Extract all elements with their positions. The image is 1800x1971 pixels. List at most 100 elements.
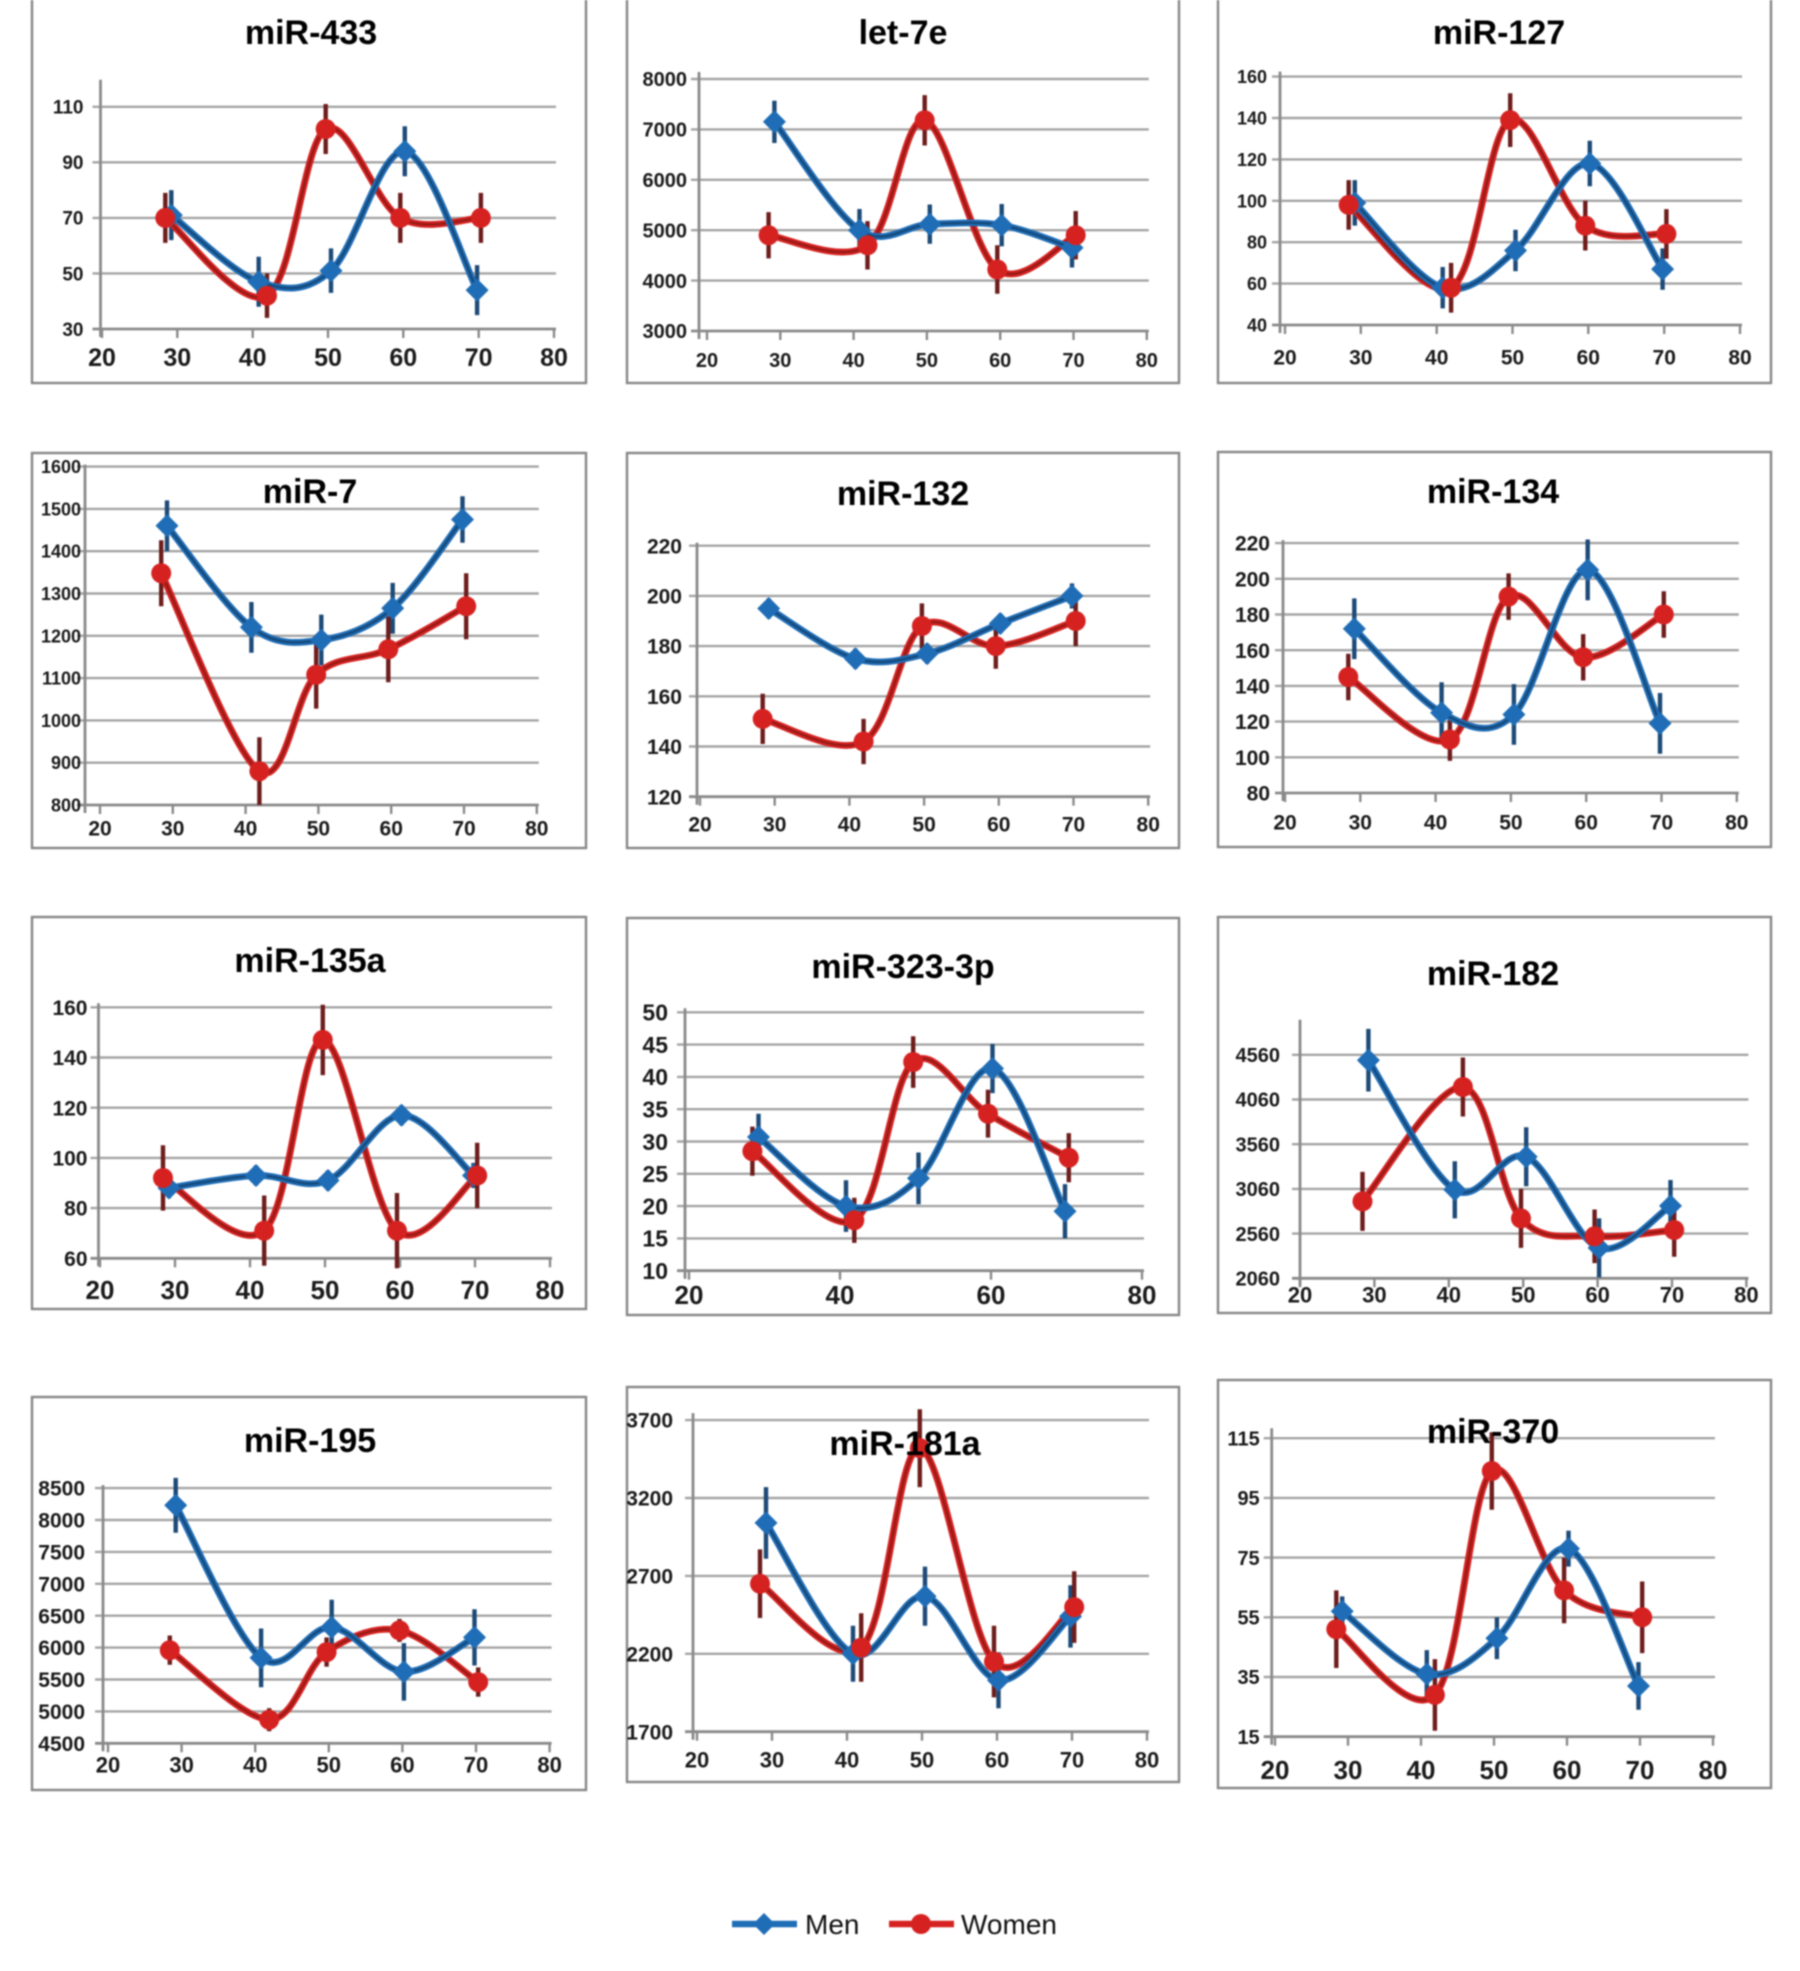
svg-text:5000: 5000	[643, 220, 688, 242]
svg-text:35: 35	[642, 1097, 668, 1123]
svg-text:70: 70	[452, 817, 475, 840]
svg-text:20: 20	[1261, 1755, 1290, 1785]
svg-text:800: 800	[51, 796, 81, 816]
svg-text:120: 120	[52, 1097, 87, 1120]
svg-text:70: 70	[1060, 1748, 1084, 1773]
svg-text:let-7e: let-7e	[859, 14, 948, 52]
svg-text:miR-127: miR-127	[1433, 14, 1565, 52]
svg-text:30: 30	[169, 1753, 193, 1778]
svg-text:1000: 1000	[41, 711, 81, 731]
svg-text:70: 70	[62, 209, 83, 230]
svg-text:30: 30	[1362, 1283, 1386, 1308]
svg-text:3000: 3000	[643, 321, 688, 343]
svg-text:25: 25	[642, 1161, 668, 1187]
svg-text:3060: 3060	[1236, 1179, 1281, 1201]
svg-text:70: 70	[465, 344, 493, 372]
svg-text:55: 55	[1237, 1608, 1259, 1630]
svg-text:50: 50	[311, 1275, 340, 1305]
svg-text:50: 50	[307, 817, 330, 840]
svg-text:30: 30	[763, 813, 786, 836]
svg-text:40: 40	[838, 813, 861, 836]
svg-text:40: 40	[1247, 316, 1267, 336]
svg-text:20: 20	[685, 1748, 709, 1773]
svg-text:30: 30	[161, 1275, 190, 1305]
svg-text:3200: 3200	[626, 1488, 673, 1511]
svg-text:40: 40	[1424, 811, 1447, 834]
svg-text:180: 180	[647, 636, 682, 659]
svg-text:70: 70	[1660, 1283, 1684, 1308]
svg-text:140: 140	[1235, 676, 1270, 699]
svg-text:70: 70	[1650, 811, 1673, 834]
svg-text:80: 80	[1135, 1748, 1159, 1773]
svg-text:2200: 2200	[626, 1643, 673, 1666]
svg-text:40: 40	[1407, 1755, 1436, 1785]
svg-text:40: 40	[239, 344, 267, 372]
svg-text:50: 50	[642, 1000, 668, 1026]
svg-text:miR-182: miR-182	[1427, 955, 1559, 993]
svg-text:80: 80	[1728, 346, 1751, 369]
svg-text:180: 180	[1235, 604, 1270, 627]
svg-text:70: 70	[464, 1753, 488, 1778]
svg-text:15: 15	[1237, 1727, 1259, 1749]
svg-text:60: 60	[380, 817, 403, 840]
svg-text:miR-132: miR-132	[837, 475, 969, 513]
svg-text:2560: 2560	[1236, 1224, 1281, 1246]
svg-text:50: 50	[1480, 1755, 1509, 1785]
svg-text:7000: 7000	[38, 1573, 85, 1596]
svg-text:100: 100	[52, 1148, 87, 1171]
svg-text:30: 30	[161, 817, 184, 840]
svg-text:6500: 6500	[38, 1605, 85, 1628]
svg-text:40: 40	[642, 1064, 668, 1090]
svg-text:20: 20	[96, 1753, 120, 1778]
svg-text:200: 200	[647, 586, 682, 609]
svg-text:50: 50	[1499, 811, 1522, 834]
svg-text:35: 35	[1237, 1667, 1259, 1689]
svg-text:15: 15	[642, 1226, 668, 1252]
svg-text:50: 50	[912, 813, 935, 836]
svg-text:20: 20	[642, 1193, 668, 1219]
svg-text:50: 50	[910, 1748, 934, 1773]
svg-text:50: 50	[62, 264, 83, 285]
svg-text:70: 70	[461, 1275, 490, 1305]
svg-text:miR-433: miR-433	[245, 14, 377, 52]
svg-text:110: 110	[53, 98, 84, 119]
svg-text:60: 60	[1577, 346, 1600, 369]
svg-text:95: 95	[1237, 1488, 1259, 1510]
svg-text:60: 60	[389, 344, 417, 372]
svg-text:miR-323-3p: miR-323-3p	[811, 948, 994, 986]
svg-text:20: 20	[88, 344, 116, 372]
svg-text:8500: 8500	[38, 1478, 85, 1501]
svg-text:80: 80	[1247, 783, 1270, 806]
svg-text:70: 70	[1626, 1755, 1655, 1785]
svg-text:80: 80	[1725, 811, 1748, 834]
svg-text:70: 70	[1062, 813, 1085, 836]
svg-text:4060: 4060	[1236, 1090, 1281, 1112]
svg-text:120: 120	[647, 786, 682, 809]
svg-text:30: 30	[769, 350, 791, 372]
svg-text:20: 20	[688, 813, 711, 836]
svg-text:6000: 6000	[38, 1637, 85, 1660]
svg-text:1500: 1500	[41, 499, 81, 519]
svg-text:160: 160	[52, 997, 87, 1020]
svg-text:30: 30	[760, 1748, 784, 1773]
svg-text:80: 80	[537, 1753, 561, 1778]
svg-text:80: 80	[540, 344, 568, 372]
svg-text:40: 40	[826, 1280, 855, 1310]
svg-text:Men: Men	[805, 1909, 859, 1940]
svg-text:220: 220	[647, 535, 682, 558]
svg-text:1600: 1600	[41, 457, 81, 477]
svg-text:30: 30	[1349, 346, 1372, 369]
svg-text:140: 140	[1237, 109, 1267, 129]
svg-text:80: 80	[525, 817, 548, 840]
svg-text:30: 30	[1334, 1755, 1363, 1785]
svg-text:140: 140	[647, 736, 682, 759]
svg-text:60: 60	[386, 1275, 415, 1305]
svg-text:30: 30	[62, 320, 83, 341]
svg-text:60: 60	[1585, 1283, 1609, 1308]
svg-text:miR-370: miR-370	[1427, 1413, 1559, 1451]
svg-text:1300: 1300	[41, 584, 81, 604]
svg-text:80: 80	[1247, 233, 1267, 253]
svg-text:miR-7: miR-7	[263, 473, 357, 511]
svg-text:miR-134: miR-134	[1427, 473, 1559, 511]
svg-text:115: 115	[1227, 1428, 1259, 1450]
